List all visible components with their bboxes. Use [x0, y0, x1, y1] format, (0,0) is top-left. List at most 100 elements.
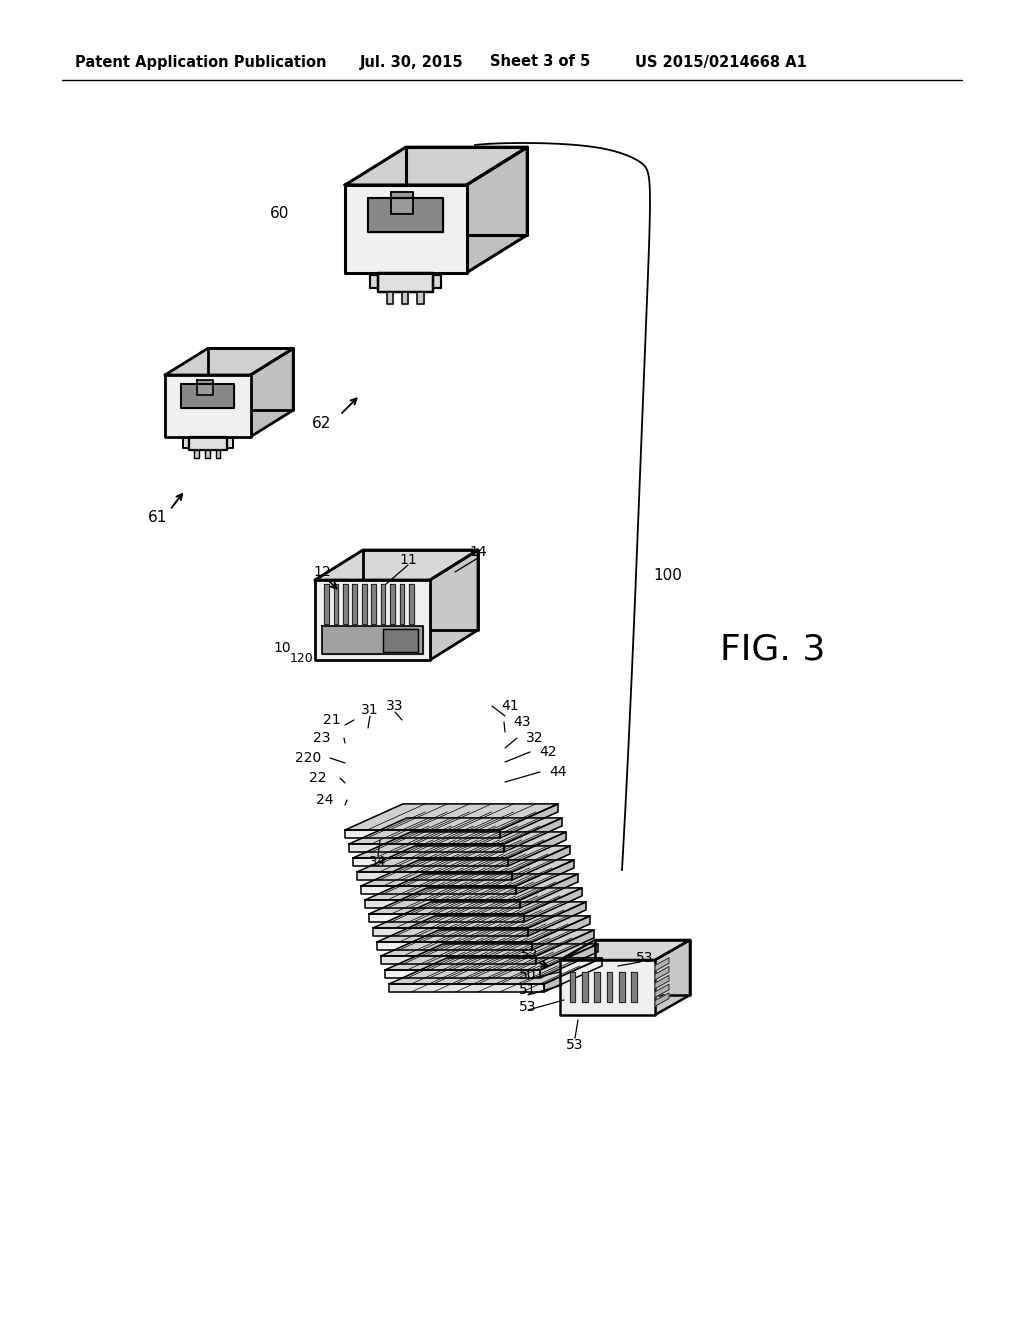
Polygon shape	[389, 958, 602, 983]
Polygon shape	[618, 972, 625, 1002]
Polygon shape	[409, 583, 414, 624]
Text: 22: 22	[309, 771, 327, 785]
Text: 10: 10	[273, 642, 291, 655]
Polygon shape	[385, 970, 540, 978]
Text: 50: 50	[519, 968, 537, 982]
Text: FIG. 3: FIG. 3	[720, 634, 825, 667]
Text: 42: 42	[540, 744, 557, 759]
Polygon shape	[406, 148, 527, 235]
Polygon shape	[205, 450, 210, 458]
Polygon shape	[379, 273, 433, 292]
Text: 12: 12	[313, 565, 331, 579]
Polygon shape	[349, 818, 562, 843]
Text: 11: 11	[399, 553, 417, 568]
Polygon shape	[508, 832, 566, 866]
Text: Patent Application Publication: Patent Application Publication	[75, 54, 327, 70]
Polygon shape	[345, 185, 467, 273]
Polygon shape	[361, 583, 367, 624]
Polygon shape	[325, 583, 329, 624]
Polygon shape	[500, 804, 558, 838]
Polygon shape	[560, 960, 655, 1015]
Polygon shape	[345, 148, 527, 185]
Polygon shape	[516, 859, 574, 894]
Text: 52: 52	[521, 948, 539, 962]
Polygon shape	[349, 843, 504, 851]
Text: 51: 51	[519, 983, 537, 997]
Polygon shape	[540, 944, 598, 978]
Polygon shape	[181, 384, 234, 408]
Text: 62: 62	[312, 417, 332, 432]
Polygon shape	[524, 888, 582, 921]
Polygon shape	[512, 846, 570, 880]
Polygon shape	[655, 958, 669, 972]
Polygon shape	[377, 916, 590, 942]
Polygon shape	[655, 975, 669, 989]
Polygon shape	[655, 966, 669, 979]
Polygon shape	[227, 438, 232, 447]
Polygon shape	[372, 583, 376, 624]
Polygon shape	[216, 450, 220, 458]
Text: 61: 61	[148, 511, 168, 525]
Polygon shape	[532, 916, 590, 950]
Polygon shape	[606, 972, 612, 1002]
Polygon shape	[417, 292, 424, 304]
Polygon shape	[368, 198, 443, 231]
Polygon shape	[362, 550, 478, 630]
Polygon shape	[631, 972, 637, 1002]
Polygon shape	[361, 859, 574, 886]
Text: 24: 24	[316, 793, 334, 807]
Polygon shape	[655, 993, 669, 1006]
Polygon shape	[208, 348, 293, 411]
Polygon shape	[536, 929, 594, 964]
Polygon shape	[165, 348, 293, 375]
Text: 44: 44	[549, 766, 566, 779]
Text: 53: 53	[636, 950, 653, 965]
Text: Sheet 3 of 5: Sheet 3 of 5	[490, 54, 590, 70]
Polygon shape	[655, 985, 669, 998]
Text: 41: 41	[501, 700, 519, 713]
Text: 53: 53	[519, 1001, 537, 1014]
Polygon shape	[369, 888, 582, 913]
Text: US 2015/0214668 A1: US 2015/0214668 A1	[635, 54, 807, 70]
Polygon shape	[560, 940, 690, 960]
Polygon shape	[381, 583, 385, 624]
Text: 100: 100	[653, 568, 682, 582]
Text: 33: 33	[386, 700, 403, 713]
Polygon shape	[182, 438, 188, 447]
Polygon shape	[343, 583, 348, 624]
Polygon shape	[595, 940, 690, 995]
Polygon shape	[594, 972, 600, 1002]
Polygon shape	[390, 583, 395, 624]
Text: 60: 60	[270, 206, 290, 220]
Polygon shape	[352, 583, 357, 624]
Polygon shape	[315, 579, 430, 660]
Polygon shape	[387, 292, 393, 304]
Polygon shape	[381, 956, 536, 964]
Polygon shape	[391, 191, 413, 214]
Polygon shape	[345, 804, 558, 830]
Polygon shape	[251, 348, 293, 437]
Polygon shape	[334, 583, 338, 624]
Polygon shape	[655, 940, 690, 1015]
Text: 34: 34	[370, 855, 387, 869]
Polygon shape	[520, 874, 578, 908]
Polygon shape	[345, 830, 500, 838]
Text: 43: 43	[513, 715, 530, 729]
Polygon shape	[188, 437, 227, 450]
Text: 23: 23	[313, 731, 331, 744]
Polygon shape	[430, 550, 478, 660]
Polygon shape	[165, 375, 251, 437]
Polygon shape	[357, 846, 570, 873]
Polygon shape	[544, 958, 602, 993]
Polygon shape	[353, 858, 508, 866]
Polygon shape	[399, 583, 404, 624]
Text: Jul. 30, 2015: Jul. 30, 2015	[360, 54, 464, 70]
Text: 32: 32	[526, 731, 544, 744]
Polygon shape	[373, 902, 586, 928]
Polygon shape	[322, 627, 423, 655]
Polygon shape	[353, 832, 566, 858]
Polygon shape	[528, 902, 586, 936]
Polygon shape	[195, 450, 199, 458]
Polygon shape	[402, 292, 409, 304]
Polygon shape	[433, 275, 441, 288]
